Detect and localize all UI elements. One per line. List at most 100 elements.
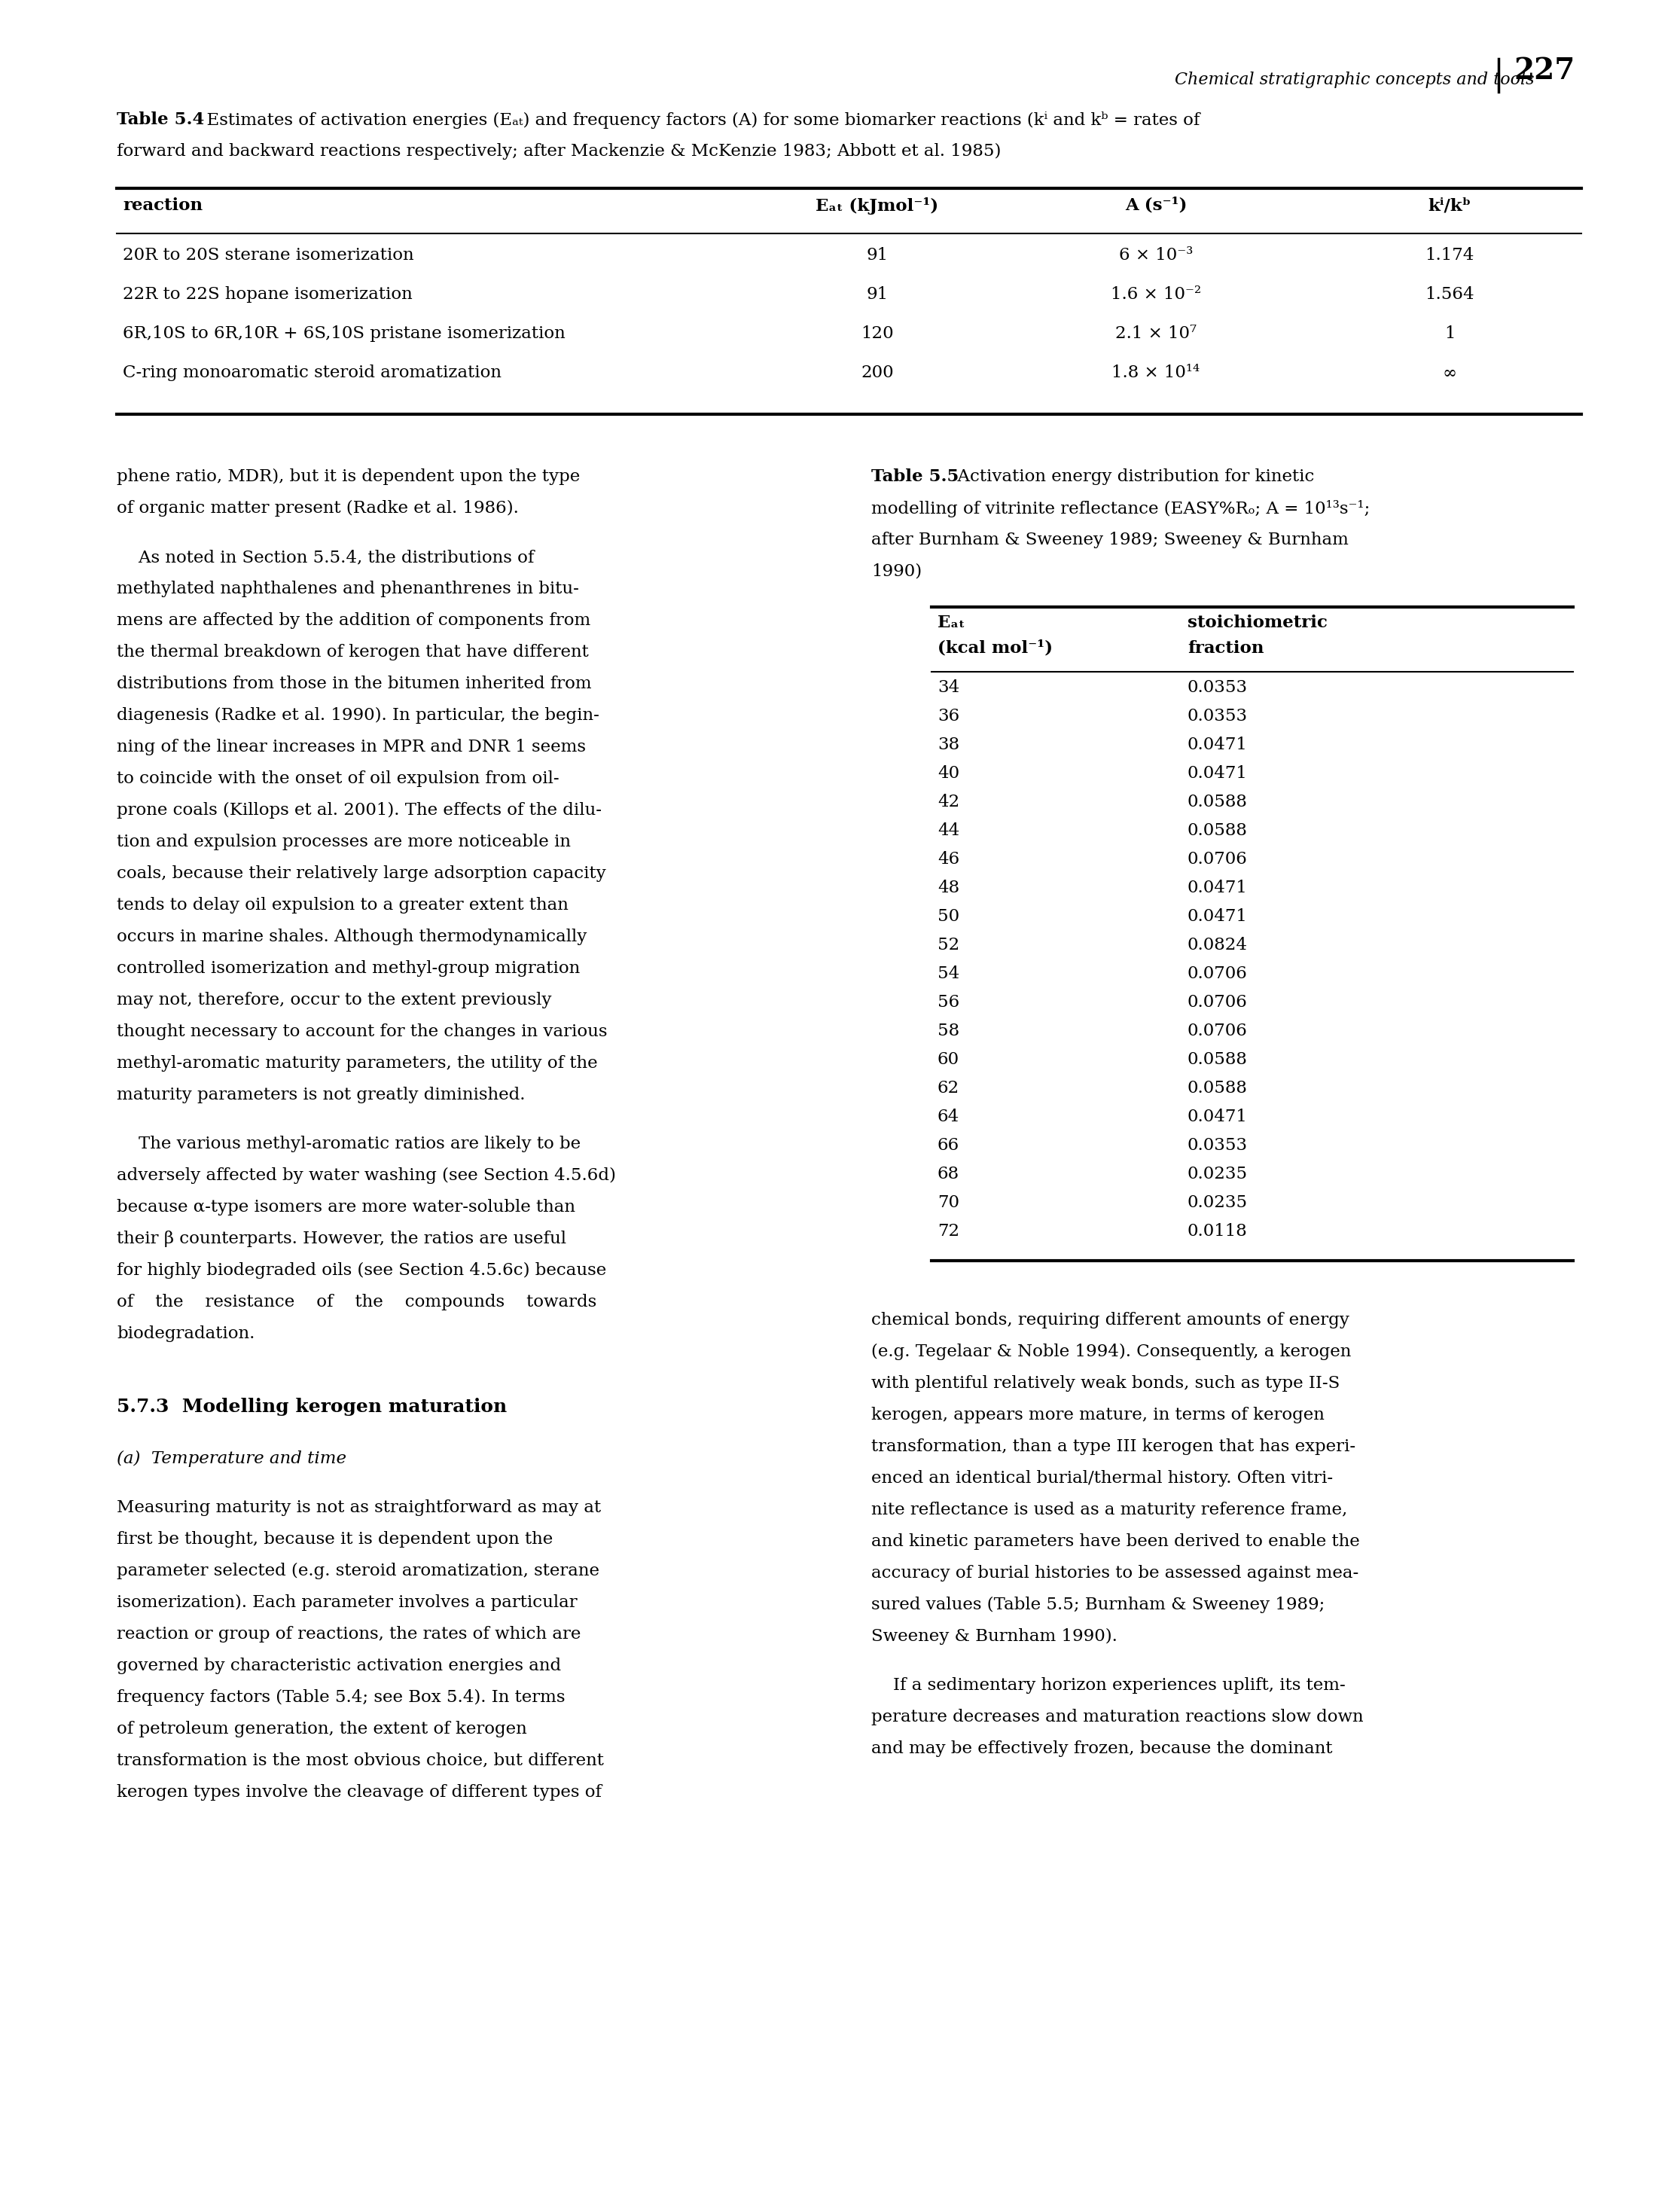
Text: Chemical stratigraphic concepts and tools: Chemical stratigraphic concepts and tool… <box>1174 72 1534 87</box>
Text: 0.0235: 0.0235 <box>1188 1166 1248 1183</box>
Text: kerogen types involve the cleavage of different types of: kerogen types involve the cleavage of di… <box>116 1785 601 1800</box>
Text: Measuring maturity is not as straightforward as may at: Measuring maturity is not as straightfor… <box>116 1500 601 1516</box>
Text: to coincide with the onset of oil expulsion from oil-: to coincide with the onset of oil expuls… <box>116 770 559 787</box>
Text: enced an identical burial/thermal history. Often vitri-: enced an identical burial/thermal histor… <box>872 1470 1332 1487</box>
Text: 1.564: 1.564 <box>1425 286 1475 302</box>
Text: 1.6 × 10⁻²: 1.6 × 10⁻² <box>1110 286 1201 302</box>
Text: 64: 64 <box>937 1109 959 1124</box>
Text: 44: 44 <box>937 822 959 840</box>
Text: perature decreases and maturation reactions slow down: perature decreases and maturation reacti… <box>872 1708 1364 1726</box>
Text: 0.0471: 0.0471 <box>1188 879 1248 897</box>
Text: 72: 72 <box>937 1223 959 1240</box>
Text: 0.0118: 0.0118 <box>1188 1223 1248 1240</box>
Text: kerogen, appears more mature, in terms of kerogen: kerogen, appears more mature, in terms o… <box>872 1406 1324 1424</box>
Text: controlled isomerization and methyl-group migration: controlled isomerization and methyl-grou… <box>116 960 580 978</box>
Text: tends to delay oil expulsion to a greater extent than: tends to delay oil expulsion to a greate… <box>116 897 568 914</box>
Text: 20R to 20S sterane isomerization: 20R to 20S sterane isomerization <box>123 247 413 265</box>
Text: 0.0588: 0.0588 <box>1188 1052 1248 1067</box>
Text: Table 5.4: Table 5.4 <box>116 112 205 129</box>
Text: 34: 34 <box>937 680 959 695</box>
Text: modelling of vitrinite reflectance (EASY%Rₒ; A = 10¹³s⁻¹;: modelling of vitrinite reflectance (EASY… <box>872 501 1369 518</box>
Text: 91: 91 <box>867 247 889 265</box>
Text: 0.0471: 0.0471 <box>1188 765 1248 781</box>
Text: Activation energy distribution for kinetic: Activation energy distribution for kinet… <box>946 468 1314 486</box>
Text: (a)  Temperature and time: (a) Temperature and time <box>116 1450 346 1467</box>
Text: 48: 48 <box>937 879 959 897</box>
Text: isomerization). Each parameter involves a particular: isomerization). Each parameter involves … <box>116 1594 578 1612</box>
Text: The various methyl-aromatic ratios are likely to be: The various methyl-aromatic ratios are l… <box>116 1135 581 1153</box>
Text: 0.0706: 0.0706 <box>1188 995 1248 1010</box>
Text: occurs in marine shales. Although thermodynamically: occurs in marine shales. Although thermo… <box>116 929 586 945</box>
Text: nite reflectance is used as a maturity reference frame,: nite reflectance is used as a maturity r… <box>872 1502 1347 1518</box>
Text: because α-type isomers are more water-soluble than: because α-type isomers are more water-so… <box>116 1198 575 1216</box>
Text: A (s⁻¹): A (s⁻¹) <box>1126 197 1186 214</box>
Text: 66: 66 <box>937 1137 959 1155</box>
Text: 42: 42 <box>937 794 959 811</box>
Text: 0.0706: 0.0706 <box>1188 851 1248 868</box>
Text: 0.0706: 0.0706 <box>1188 1024 1248 1039</box>
Text: 36: 36 <box>937 709 959 724</box>
Text: 6 × 10⁻³: 6 × 10⁻³ <box>1119 247 1193 265</box>
Text: maturity parameters is not greatly diminished.: maturity parameters is not greatly dimin… <box>116 1087 526 1104</box>
Text: 6R,10S to 6R,10R + 6S,10S pristane isomerization: 6R,10S to 6R,10R + 6S,10S pristane isome… <box>123 326 566 341</box>
Text: transformation is the most obvious choice, but different: transformation is the most obvious choic… <box>116 1752 603 1769</box>
Text: with plentiful relatively weak bonds, such as type II-S: with plentiful relatively weak bonds, su… <box>872 1376 1341 1391</box>
Text: sured values (Table 5.5; Burnham & Sweeney 1989;: sured values (Table 5.5; Burnham & Sween… <box>872 1597 1326 1614</box>
Text: may not, therefore, occur to the extent previously: may not, therefore, occur to the extent … <box>116 993 551 1008</box>
Text: and kinetic parameters have been derived to enable the: and kinetic parameters have been derived… <box>872 1533 1359 1551</box>
Text: 0.0471: 0.0471 <box>1188 737 1248 752</box>
Text: reaction: reaction <box>123 197 203 214</box>
Text: 0.0353: 0.0353 <box>1188 709 1248 724</box>
Text: for highly biodegraded oils (see Section 4.5.6c) because: for highly biodegraded oils (see Section… <box>116 1262 606 1279</box>
Text: 0.0824: 0.0824 <box>1188 936 1248 954</box>
Text: parameter selected (e.g. steroid aromatization, sterane: parameter selected (e.g. steroid aromati… <box>116 1562 600 1579</box>
Text: 120: 120 <box>860 326 894 341</box>
Text: coals, because their relatively large adsorption capacity: coals, because their relatively large ad… <box>116 866 606 881</box>
Text: the thermal breakdown of kerogen that have different: the thermal breakdown of kerogen that ha… <box>116 643 588 660</box>
Text: thought necessary to account for the changes in various: thought necessary to account for the cha… <box>116 1024 606 1041</box>
Text: 0.0353: 0.0353 <box>1188 1137 1248 1155</box>
Text: 0.0588: 0.0588 <box>1188 1080 1248 1096</box>
Text: 54: 54 <box>937 964 959 982</box>
Text: C-ring monoaromatic steroid aromatization: C-ring monoaromatic steroid aromatizatio… <box>123 365 502 381</box>
Text: Estimates of activation energies (Eₐ⁣ₜ) and frequency factors (A) for some bioma: Estimates of activation energies (Eₐ⁣ₜ) … <box>197 112 1200 129</box>
Text: 58: 58 <box>937 1024 959 1039</box>
Text: 5.7.3  Modelling kerogen maturation: 5.7.3 Modelling kerogen maturation <box>116 1397 507 1417</box>
Text: fraction: fraction <box>1188 641 1263 656</box>
Text: 38: 38 <box>937 737 959 752</box>
Text: kⁱ/kᵇ: kⁱ/kᵇ <box>1428 197 1472 214</box>
Text: 0.0706: 0.0706 <box>1188 964 1248 982</box>
Text: 0.0235: 0.0235 <box>1188 1194 1248 1212</box>
Text: of    the    resistance    of    the    compounds    towards: of the resistance of the compounds towar… <box>116 1295 596 1310</box>
Text: ning of the linear increases in MPR and DNR 1 seems: ning of the linear increases in MPR and … <box>116 739 586 755</box>
Text: Table 5.5: Table 5.5 <box>872 468 959 486</box>
Text: (e.g. Tegelaar & Noble 1994). Consequently, a kerogen: (e.g. Tegelaar & Noble 1994). Consequent… <box>872 1343 1351 1360</box>
Text: phene ratio, MDR), but it is dependent upon the type: phene ratio, MDR), but it is dependent u… <box>116 468 580 486</box>
Text: ∞: ∞ <box>1443 365 1457 381</box>
Text: 91: 91 <box>867 286 889 302</box>
Text: distributions from those in the bitumen inherited from: distributions from those in the bitumen … <box>116 676 591 691</box>
Text: 56: 56 <box>937 995 959 1010</box>
Text: prone coals (Killops et al. 2001). The effects of the dilu-: prone coals (Killops et al. 2001). The e… <box>116 803 601 818</box>
Text: 40: 40 <box>937 765 959 781</box>
Text: methyl-aromatic maturity parameters, the utility of the: methyl-aromatic maturity parameters, the… <box>116 1054 598 1072</box>
Text: 1.8 × 10¹⁴: 1.8 × 10¹⁴ <box>1112 365 1200 381</box>
Text: chemical bonds, requiring different amounts of energy: chemical bonds, requiring different amou… <box>872 1312 1349 1328</box>
Text: 1.174: 1.174 <box>1425 247 1473 265</box>
Text: If a sedimentary horizon experiences uplift, its tem-: If a sedimentary horizon experiences upl… <box>872 1677 1346 1693</box>
Text: of organic matter present (Radke et al. 1986).: of organic matter present (Radke et al. … <box>116 501 519 516</box>
Text: methylated naphthalenes and phenanthrenes in bitu-: methylated naphthalenes and phenanthrene… <box>116 582 580 597</box>
Text: first be thought, because it is dependent upon the: first be thought, because it is dependen… <box>116 1531 553 1548</box>
Text: transformation, than a type III kerogen that has experi-: transformation, than a type III kerogen … <box>872 1439 1356 1454</box>
Text: 0.0588: 0.0588 <box>1188 822 1248 840</box>
Text: 1990): 1990) <box>872 564 922 580</box>
Text: 0.0471: 0.0471 <box>1188 1109 1248 1124</box>
Text: 46: 46 <box>937 851 959 868</box>
Text: mens are affected by the addition of components from: mens are affected by the addition of com… <box>116 612 591 630</box>
Text: 22R to 22S hopane isomerization: 22R to 22S hopane isomerization <box>123 286 413 302</box>
Text: of petroleum generation, the extent of kerogen: of petroleum generation, the extent of k… <box>116 1721 528 1736</box>
Text: accuracy of burial histories to be assessed against mea-: accuracy of burial histories to be asses… <box>872 1566 1359 1581</box>
Text: 62: 62 <box>937 1080 959 1096</box>
Text: 52: 52 <box>937 936 959 954</box>
Text: tion and expulsion processes are more noticeable in: tion and expulsion processes are more no… <box>116 833 571 851</box>
